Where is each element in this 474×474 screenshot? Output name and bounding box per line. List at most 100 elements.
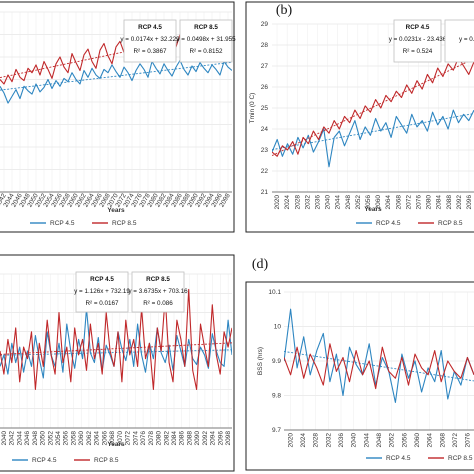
y-axis-title: Tmin (0 C) xyxy=(249,93,256,124)
y-tick-label: 23 xyxy=(261,147,269,154)
x-tick-label: 2052 xyxy=(389,433,396,448)
equation-text: y = 1.126x + 732.19 xyxy=(74,288,130,295)
trend-equation-box: y = 0.0 xyxy=(444,19,474,63)
equation-r2: R² = 0.0167 xyxy=(85,300,119,307)
x-tick-label: 2088 xyxy=(186,431,193,446)
chart-panel-d: 9.7 9.8 9.9 10 10.1 BSS (hrs) 2020 2024 2028 2032… xyxy=(245,281,474,471)
x-tick-label: 2024 xyxy=(300,433,307,448)
x-tick-label: 2064 xyxy=(94,431,101,446)
equation-header: RCP 4.5 xyxy=(406,24,430,31)
x-tick-label: 2054 xyxy=(55,431,62,446)
x-tick-label: 2096 xyxy=(217,431,224,446)
equation-r2: R² = 0.3867 xyxy=(133,48,167,55)
plot-area xyxy=(0,288,232,391)
plot-area xyxy=(284,308,474,403)
x-tick-label: 2036 xyxy=(314,195,321,210)
x-tick-label: 2072 xyxy=(452,433,459,448)
x-tick-label: 2046 xyxy=(24,431,31,446)
x-tick-label: 2084 xyxy=(436,195,443,210)
x-tick-label: 2080 xyxy=(426,195,433,210)
x-tick-label: 2092 xyxy=(456,195,463,210)
x-tick-label: 2052 xyxy=(355,195,362,210)
x-tick-label: 2040 xyxy=(1,431,8,446)
series-line-rcp85 xyxy=(272,57,474,157)
x-tick-label: 2094 xyxy=(210,431,217,446)
x-tick-label: 2086 xyxy=(179,431,186,446)
y-tick-label: 24 xyxy=(261,126,269,133)
y-tick-label: 9.9 xyxy=(272,358,281,365)
x-tick-label: 2070 xyxy=(117,431,124,446)
x-tick-label: 2024 xyxy=(284,195,291,210)
y-tick-label: 21 xyxy=(261,189,269,196)
chart-panel-b: 21 22 23 24 25 26 27 28 29 Tmin (0 C) 2020 2024 2028… xyxy=(245,1,474,233)
x-tick-label: 2082 xyxy=(163,431,170,446)
legend-label: RCP 8.5 xyxy=(438,220,463,227)
equation-text: y = 3.6735x + 703.16 xyxy=(128,288,188,295)
equation-box-border xyxy=(393,19,442,63)
x-tick-label: 2084 xyxy=(171,431,178,446)
x-tick-label: 2076 xyxy=(465,433,472,448)
equation-r2: R² = 0.524 xyxy=(403,48,433,55)
y-tick-label: 10.1 xyxy=(268,289,281,296)
x-tick-label: 2074 xyxy=(132,431,139,446)
equation-header: RCP 4.5 xyxy=(138,24,162,31)
series-line-rcp45 xyxy=(272,109,474,168)
x-tick-label: 2068 xyxy=(395,195,402,210)
x-tick-label: 2072 xyxy=(405,195,412,210)
equation-header: RCP 8.5 xyxy=(146,276,170,283)
x-tick-label: 2060 xyxy=(414,433,421,448)
x-tick-label: 2056 xyxy=(365,195,372,210)
x-tick-label: 2044 xyxy=(16,431,23,446)
y-tick-label: 28 xyxy=(261,42,269,49)
x-tick-label: 2058 xyxy=(70,431,77,446)
y-tick-label: 9.8 xyxy=(272,393,281,400)
x-tick-label: 2020 xyxy=(287,433,294,448)
x-tick-label: 2044 xyxy=(335,195,342,210)
y-tick-label: 25 xyxy=(261,105,269,112)
x-tick-label: 2064 xyxy=(385,195,392,210)
x-tick-label: 2044 xyxy=(363,433,370,448)
x-tick-label: 2028 xyxy=(294,195,301,210)
y-axis-title: BSS (hrs) xyxy=(257,347,264,375)
x-tick-label: 2090 xyxy=(194,431,201,446)
y-tick-label: 29 xyxy=(261,21,269,28)
x-tick-label: 2042 xyxy=(0,192,8,208)
x-tick-label: 2060 xyxy=(375,195,382,210)
x-tick-label: 2056 xyxy=(63,431,70,446)
x-tick-label: 2040 xyxy=(351,433,358,448)
x-tick-label: 2078 xyxy=(148,431,155,446)
x-axis-title: Years xyxy=(107,441,125,448)
x-tick-label: 2032 xyxy=(325,433,332,448)
legend-label: RCP 4.5 xyxy=(386,455,411,462)
x-tick-label: 2098 xyxy=(225,431,232,446)
y-tick-label: 9.7 xyxy=(272,427,281,434)
trendline-rcp85 xyxy=(272,58,474,156)
equation-box-border xyxy=(444,19,474,63)
equation-text: y = 0.0 xyxy=(459,36,474,43)
x-tick-label: 2076 xyxy=(415,195,422,210)
chart-panel-a: 2042204420462048205020522054205620582060… xyxy=(0,1,236,233)
y-tick-label: 27 xyxy=(261,63,269,70)
x-tick-label: 2050 xyxy=(40,431,47,446)
x-tick-label: 2060 xyxy=(78,431,85,446)
x-tick-label: 2036 xyxy=(338,433,345,448)
x-tick-label: 2052 xyxy=(47,431,54,446)
trend-equation-box: RCP 4.5 y = 0.0231x - 23.436 R² = 0.524 xyxy=(389,19,447,63)
y-tick-label: 22 xyxy=(261,168,269,175)
equation-header: RCP 4.5 xyxy=(90,276,114,283)
x-tick-label: 2064 xyxy=(427,433,434,448)
equation-r2: R² = 0.086 xyxy=(143,300,173,307)
equation-r2: R² = 0.8152 xyxy=(189,48,223,55)
x-tick-label: 2068 xyxy=(439,433,446,448)
series-line-rcp45 xyxy=(0,59,232,104)
trendline-rcp45 xyxy=(0,61,232,91)
x-axis-title: Years xyxy=(107,207,125,214)
trend-equation-box: RCP 8.5 y = 0.0498x + 31.955 R² = 0.8152 xyxy=(176,19,236,63)
equation-box-border xyxy=(123,19,177,63)
equation-box-border xyxy=(179,19,233,63)
x-tick-label: 2048 xyxy=(32,431,39,446)
trend-equation-box: RCP 4.5 y = 1.126x + 732.19 R² = 0.0167 xyxy=(74,271,130,313)
panel-label: (d) xyxy=(252,257,269,272)
x-tick-label: 2062 xyxy=(86,431,93,446)
